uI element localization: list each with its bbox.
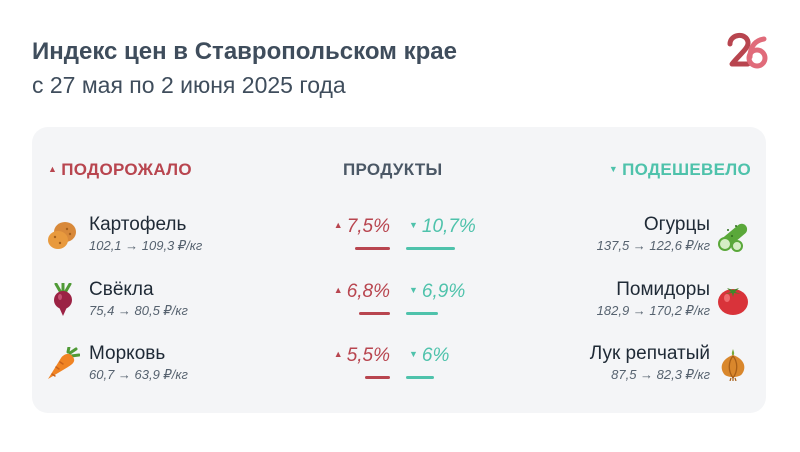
tomato-icon [718,288,748,315]
decrease-bar [406,312,438,315]
price-decrease: ▼ 6% [409,345,450,366]
product-price: 75,4 → 80,5 ₽/кг [89,303,188,318]
cucumber-icon [718,223,748,252]
increase-bar [355,247,390,250]
potato-icon [48,222,76,249]
price-increase: ▲ 7,5% [333,216,390,237]
price-decrease: ▼ 10,7% [409,216,476,237]
product-price: 60,7 → 63,9 ₽/кг [89,367,188,382]
decrease-bar [406,247,455,250]
header-price-up: ▲ ПОДОРОЖАЛО [48,160,192,179]
product-price: 102,1 → 109,3 ₽/кг [89,238,203,253]
price-increase: ▲ 5,5% [333,345,390,366]
increase-bar [359,312,390,315]
product-price: 87,5 → 82,3 ₽/кг [611,367,710,382]
header-price-down: ▼ ПОДЕШЕВЕЛО [608,160,751,179]
table-row: Картофель 102,1 → 109,3 ₽/кг ▲ 7,5% ▼ 10,7… [0,214,800,264]
product-name: Огурцы [643,214,710,235]
header-products: ПРОДУКТЫ [343,160,443,179]
increase-bar [365,376,390,379]
product-name: Лук репчатый [589,343,710,364]
beet-icon [54,283,72,316]
product-name: Картофель [89,214,187,235]
product-name: Свёкла [89,279,154,300]
onion-icon [721,349,745,381]
decrease-bar [406,376,434,379]
table-row: Морковь 60,7 → 63,9 ₽/кг ▲ 5,5% ▼ 6% Лук р… [0,343,800,393]
page-subtitle: с 27 мая по 2 июня 2025 года [32,72,346,98]
page-title: Индекс цен в Ставропольском крае [32,38,457,65]
logo-26-icon [727,33,768,69]
price-decrease: ▼ 6,9% [409,281,466,302]
carrot-icon [48,347,80,379]
price-card [32,127,766,413]
table-row: Свёкла 75,4 → 80,5 ₽/кг ▲ 6,8% ▼ 6,9% Поми… [0,279,800,329]
product-price: 137,5 → 122,6 ₽/кг [596,238,710,253]
product-name: Морковь [89,343,166,364]
product-price: 182,9 → 170,2 ₽/кг [596,303,710,318]
product-name: Помидоры [616,279,710,300]
price-increase: ▲ 6,8% [333,281,390,302]
